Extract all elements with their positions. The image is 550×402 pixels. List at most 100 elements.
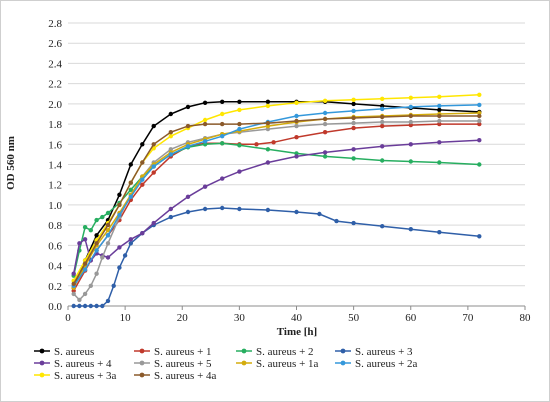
series-9-point [294, 118, 299, 124]
x-tick-label: 80 [520, 312, 532, 324]
series-0-point [220, 99, 225, 105]
series-7-point [477, 102, 482, 108]
series-7-point [202, 139, 208, 144]
series-0-point [351, 101, 356, 107]
series-4-point [322, 150, 328, 155]
series-3-point [220, 205, 225, 211]
series-4-point [185, 194, 191, 199]
legend-item: S. aureus [34, 346, 94, 358]
x-tick-label: 0 [65, 312, 71, 324]
series-1-point [271, 140, 276, 145]
legend-label: S. aureus + 3a [54, 370, 117, 382]
legend-item: S. aureus + 2 [236, 346, 314, 358]
legend-item: S. aureus + 5 [134, 358, 212, 370]
series-4-point [128, 237, 133, 242]
legend-swatch-marker [39, 348, 45, 354]
legend: S. aureus S. aureus + 1 S. aureus + 2 S. au… [34, 346, 418, 382]
x-tick-label: 70 [462, 312, 474, 324]
series-4-line [72, 139, 480, 274]
axes [67, 305, 526, 310]
legend-swatch-marker [39, 372, 45, 378]
series-2-point [351, 156, 356, 161]
series-7-point [140, 177, 145, 182]
x-tick-label: 40 [291, 312, 303, 324]
series-4-point [77, 241, 82, 246]
series-7-point [105, 233, 111, 238]
series-4-point [151, 220, 156, 226]
y-tick-label: 2.6 [48, 38, 62, 50]
legend-swatch-marker [340, 360, 346, 366]
series-9-point [140, 160, 145, 165]
x-tick-label: 20 [177, 312, 189, 324]
series-3-point [408, 227, 413, 232]
series-9-point [351, 115, 356, 121]
series-6-point [105, 228, 111, 233]
series-8-point [437, 94, 442, 100]
series-5-point [88, 283, 94, 288]
series-0-point [117, 192, 122, 197]
y-tick-label: 1.6 [48, 139, 62, 151]
series-9-point [94, 241, 99, 246]
series-8-point [380, 96, 385, 102]
series-4-point [202, 184, 208, 189]
legend-swatch-marker [139, 360, 145, 366]
series-2-point [265, 147, 271, 152]
y-tick-label: 0.6 [48, 240, 62, 252]
series-3-point [100, 303, 105, 309]
series-1-point [380, 123, 385, 129]
series-7-point [437, 103, 442, 109]
series-3-point [71, 303, 76, 309]
series-4-point [265, 160, 271, 165]
series-9-point [202, 121, 208, 127]
series-5-point [71, 291, 76, 297]
legend-swatch-marker [139, 372, 145, 378]
series-5-point [408, 119, 413, 125]
series-3-point [82, 303, 88, 309]
series-9-point [128, 180, 133, 185]
series-8-point [408, 95, 413, 101]
y-tick-label: 2.2 [48, 79, 62, 91]
series-3-point [317, 211, 322, 217]
series-2-point [82, 225, 88, 230]
x-tick-labels: 0 10 20 30 40 50 60 70 80 [65, 312, 531, 324]
series-2-point [100, 214, 105, 220]
series-3-point [437, 230, 442, 235]
x-axis-title: Time [h] [277, 326, 317, 338]
legend-swatch-marker [39, 360, 45, 366]
series-1-point [408, 122, 413, 128]
y-tick-label: 0.0 [48, 301, 62, 313]
series-3-point [351, 220, 356, 226]
series-9-point [185, 123, 191, 129]
series-9-point [237, 121, 242, 127]
series-1-point [477, 121, 482, 127]
y-tick-label: 1.2 [48, 180, 62, 192]
series-8-point [237, 107, 242, 113]
gridlines [68, 22, 525, 307]
series-9 [71, 113, 482, 286]
legend-item: S. aureus + 4 [34, 358, 112, 370]
series-0-point [265, 99, 271, 105]
legend-item: S. aureus + 1a [236, 358, 319, 370]
series-7-point [380, 106, 385, 112]
series-9-point [437, 113, 442, 119]
series-3-point [294, 209, 299, 215]
series-9-point [322, 116, 328, 122]
legend-item: S. aureus + 4a [134, 370, 217, 382]
x-tick-label: 10 [120, 312, 132, 324]
series-2-point [408, 159, 413, 164]
series-9-point [168, 130, 173, 135]
legend-label: S. aureus + 4 [54, 358, 112, 370]
series-3-point [94, 303, 99, 309]
series-7-point [151, 164, 156, 169]
series-2-point [88, 228, 94, 233]
legend-item: S. aureus + 3 [335, 346, 413, 358]
series-3-point [128, 241, 133, 246]
series-9-point [151, 142, 156, 147]
series-3-point [202, 206, 208, 212]
series-4-point [237, 169, 242, 174]
y-tick-label: 1.4 [48, 160, 62, 172]
legend-label: S. aureus + 2a [355, 358, 418, 370]
y-tick-label: 0.8 [48, 220, 62, 232]
y-tick-label: 0.4 [48, 261, 62, 273]
legend-label: S. aureus + 4a [154, 370, 217, 382]
